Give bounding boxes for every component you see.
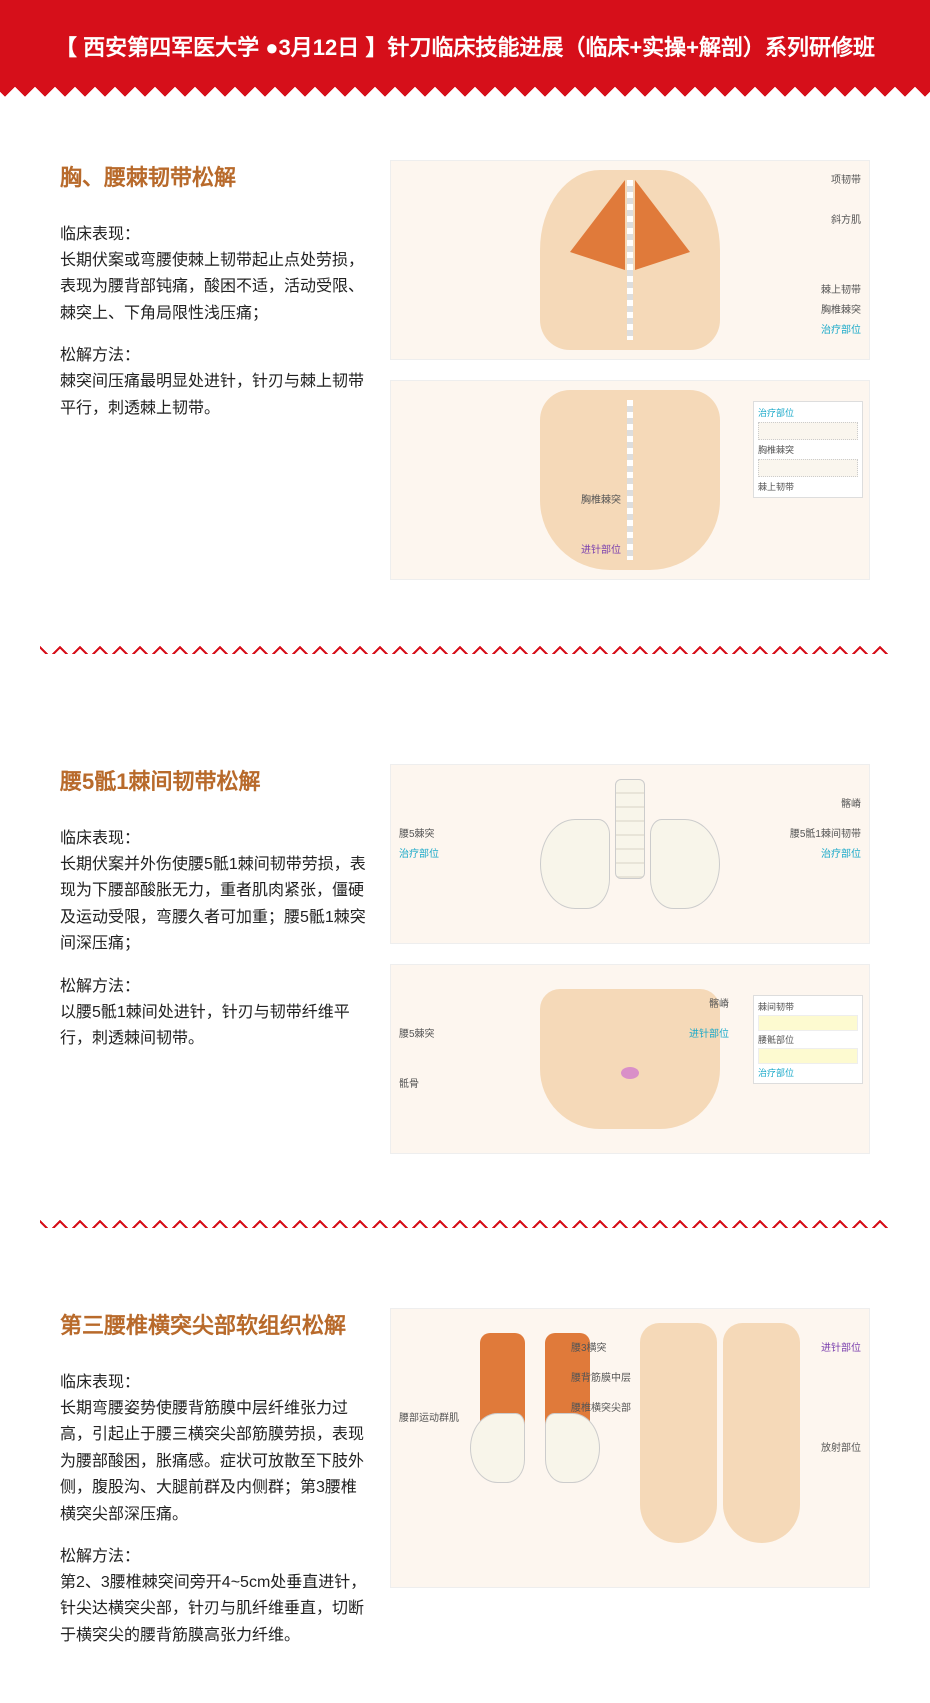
section-3-images: 腰部运动群肌 腰3横突 腰背筋膜中层 腰椎横突尖部 进针部位 放射部位 [390,1308,870,1588]
lbl: 进针部位 [581,541,621,556]
header-zigzag [0,87,930,101]
section-3-method-text: 第2、3腰椎棘突间旁开4~5cm处垂直进针，针尖达横突尖部，针刃与肌纤维垂直，切… [60,1570,370,1649]
lbl: 棘间韧带 [758,1000,858,1013]
section-3-method-label: 松解方法： [60,1542,370,1566]
section-1-clinical-label: 临床表现： [60,220,370,244]
section-3-clinical-label: 临床表现： [60,1368,370,1392]
header-banner: 【 西安第四军医大学 ●3月12日 】针刀临床技能进展（临床+实操+解剖）系列研… [0,0,930,100]
anat-lower-back: 治疗部位 胸椎棘突 棘上韧带 胸椎棘突 进针部位 [390,380,870,580]
section-2-clinical-label: 临床表现： [60,824,370,848]
lbl: 斜方肌 [831,211,861,226]
lbl: 腰5棘突 [399,825,435,840]
section-1-method-text: 棘突间压痛最明显处进针，针刃与棘上韧带平行，刺透棘上韧带。 [60,369,370,422]
lbl: 骶骨 [399,1075,419,1090]
section-1-images: 项韧带 斜方肌 棘上韧带 胸椎棘突 治疗部位 治疗部位 胸椎棘突 棘上韧带 胸椎… [390,160,870,580]
section-3-title: 第三腰椎横突尖部软组织松解 [60,1308,370,1340]
lbl: 腰5骶1棘间韧带 [790,825,861,840]
anat-upper-back: 项韧带 斜方肌 棘上韧带 胸椎棘突 治疗部位 [390,160,870,360]
divider-1 [40,640,890,654]
section-2-images: 腰5棘突 治疗部位 髂嵴 腰5骶1棘间韧带 治疗部位 棘间韧带 腰骶部位 治疗部… [390,764,870,1154]
lbl: 腰部运动群肌 [399,1409,459,1424]
lbl: 治疗部位 [821,321,861,336]
lbl: 腰3横突 [571,1339,607,1354]
lbl: 治疗部位 [758,1066,858,1079]
lbl: 治疗部位 [821,845,861,860]
lbl: 胸椎棘突 [821,301,861,316]
section-1: 胸、腰棘韧带松解 临床表现： 长期伏案或弯腰使棘上韧带起止点处劳损，表现为腰背部… [0,100,930,620]
divider-2 [40,1214,890,1228]
lbl: 进针部位 [689,1025,729,1040]
header-title: 【 西安第四军医大学 ●3月12日 】针刀临床技能进展（临床+实操+解剖）系列研… [55,35,875,60]
lbl: 腰5棘突 [399,1025,435,1040]
lbl: 腰背筋膜中层 [571,1369,631,1384]
section-1-clinical-text: 长期伏案或弯腰使棘上韧带起止点处劳损，表现为腰背部钝痛，酸困不适，活动受限、棘突… [60,248,370,327]
lbl: 治疗部位 [399,845,439,860]
section-1-text: 胸、腰棘韧带松解 临床表现： 长期伏案或弯腰使棘上韧带起止点处劳损，表现为腰背部… [60,160,370,436]
section-1-method-label: 松解方法： [60,341,370,365]
lbl: 进针部位 [821,1339,861,1354]
section-2-method-label: 松解方法： [60,972,370,996]
section-3-text: 第三腰椎横突尖部软组织松解 临床表现： 长期弯腰姿势使腰背筋膜中层纤维张力过高，… [60,1308,370,1663]
lbl: 胸椎棘突 [758,443,858,456]
section-3-clinical-text: 长期弯腰姿势使腰背筋膜中层纤维张力过高，引起止于腰三横突尖部筋膜劳损，表现为腰部… [60,1396,370,1528]
anat-l3: 腰部运动群肌 腰3横突 腰背筋膜中层 腰椎横突尖部 进针部位 放射部位 [390,1308,870,1588]
lbl: 棘上韧带 [821,281,861,296]
lbl: 项韧带 [831,171,861,186]
section-3: 第三腰椎横突尖部软组织松解 临床表现： 长期弯腰姿势使腰背筋膜中层纤维张力过高，… [0,1248,930,1703]
section-2: 腰5骶1棘间韧带松解 临床表现： 长期伏案并外伤使腰5骶1棘间韧带劳损，表现为下… [0,674,930,1194]
section-2-method-text: 以腰5骶1棘间处进针，针刃与韧带纤维平行，刺透棘间韧带。 [60,1000,370,1053]
section-2-clinical-text: 长期伏案并外伤使腰5骶1棘间韧带劳损，表现为下腰部酸胀无力，重者肌肉紧张，僵硬及… [60,852,370,958]
lbl: 治疗部位 [758,406,858,419]
section-1-title: 胸、腰棘韧带松解 [60,160,370,192]
anat-pelvis-skin: 棘间韧带 腰骶部位 治疗部位 腰5棘突 骶骨 髂嵴 进针部位 [390,964,870,1154]
lbl: 髂嵴 [841,795,861,810]
section-2-text: 腰5骶1棘间韧带松解 临床表现： 长期伏案并外伤使腰5骶1棘间韧带劳损，表现为下… [60,764,370,1066]
lbl: 髂嵴 [709,995,729,1010]
lbl: 放射部位 [821,1439,861,1454]
anat-pelvis-bones: 腰5棘突 治疗部位 髂嵴 腰5骶1棘间韧带 治疗部位 [390,764,870,944]
lbl: 腰骶部位 [758,1033,858,1046]
lbl: 腰椎横突尖部 [571,1399,631,1414]
lbl: 棘上韧带 [758,480,858,493]
section-2-title: 腰5骶1棘间韧带松解 [60,764,370,796]
lbl: 胸椎棘突 [581,491,621,506]
